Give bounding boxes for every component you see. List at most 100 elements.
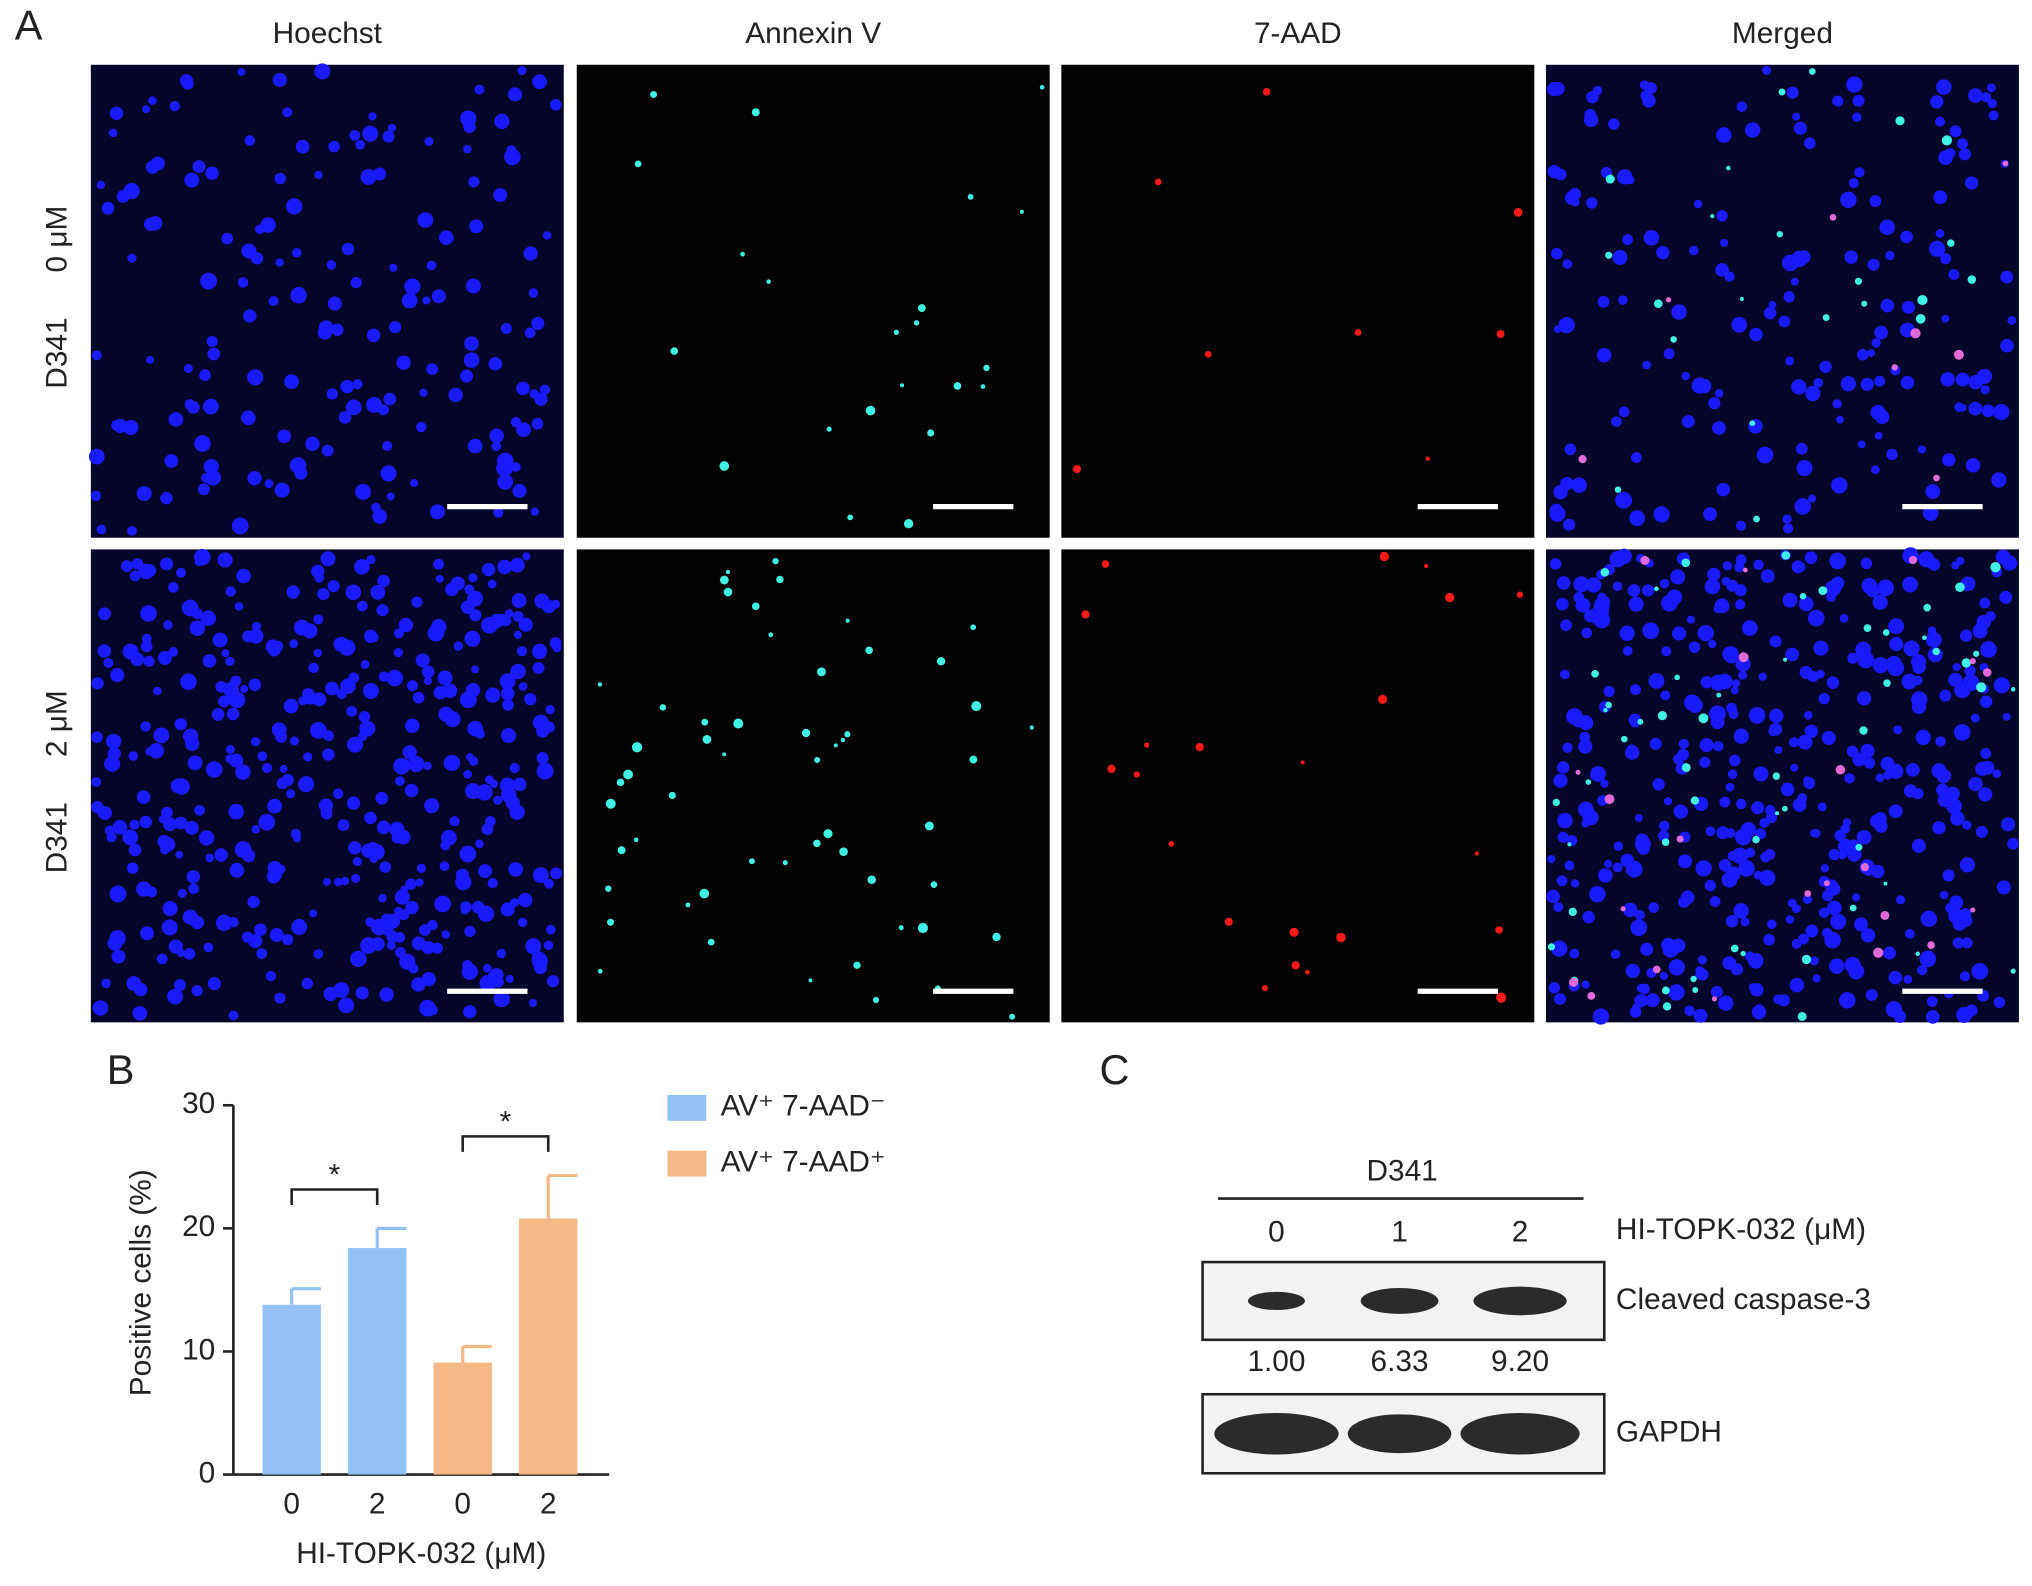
cell [475,839,484,849]
cell [1300,760,1305,765]
cell [1291,961,1300,970]
cell [853,961,861,969]
cell [323,877,331,886]
cell [146,886,157,898]
cell [1962,820,1972,830]
significance-star: * [500,1105,512,1138]
cell [1670,569,1686,585]
cell [123,419,139,436]
cell [181,599,199,617]
cell [88,448,105,465]
cell [1818,586,1828,596]
cell [531,418,544,430]
bar [348,1248,407,1475]
cell [1959,971,1970,982]
cell [268,296,279,307]
cell [469,609,482,622]
cell [184,172,200,188]
cell [1560,669,1570,680]
cell [410,479,419,488]
cell [1630,919,1648,936]
cell [1787,898,1797,908]
cell [428,1005,438,1016]
cell [226,707,240,721]
cell [1993,677,2010,694]
cell [160,837,176,852]
cell [186,870,201,884]
cell [1680,890,1695,905]
cell [1445,592,1455,603]
cell [617,846,626,855]
cell [250,737,261,747]
cell [326,260,337,270]
cell [1910,328,1921,339]
cell [1556,576,1571,590]
cell [1549,558,1562,570]
cell [303,691,318,705]
cell [351,873,361,883]
cell [485,815,496,827]
cell [814,756,821,764]
cell [110,667,125,683]
cell [1927,558,1941,571]
cell [1707,567,1721,582]
cell [867,875,876,885]
cell [631,742,643,753]
cell [202,398,219,415]
cell [1885,250,1895,261]
cell [381,916,395,931]
bar [519,1218,578,1475]
cell [332,788,344,799]
cell [427,919,438,931]
cell [1961,658,1971,668]
cell [1549,505,1566,522]
cell [487,579,497,589]
cell [1575,769,1581,775]
cell [321,444,334,457]
cell [1262,88,1271,96]
cell [634,160,642,168]
cell [497,559,512,575]
cell [1629,1006,1642,1018]
cell [313,648,323,658]
cell [221,649,230,658]
cell [256,948,268,959]
cell [468,176,480,188]
cell [1657,711,1667,721]
cell [970,624,977,631]
cell [1778,315,1791,328]
cell [346,705,358,717]
cell [431,289,446,304]
cell [1925,631,1942,648]
cell [1558,317,1575,334]
cell [1786,86,1799,99]
cell [478,788,488,798]
cell [106,733,122,750]
cell [532,714,549,731]
cell [148,96,157,105]
cell [1660,690,1671,701]
panel-label: A [15,1,43,48]
cell [1642,584,1655,597]
cell [1622,902,1638,918]
cell [512,611,524,622]
cell [1552,798,1560,807]
y-axis-title: Positive cells (%) [125,1169,158,1396]
cell [358,711,371,723]
cell [248,933,263,949]
cell [1832,399,1842,409]
cell [1888,970,1903,985]
cell [1793,121,1807,135]
cell [1774,811,1780,816]
cell [1965,458,1981,473]
cell [1572,715,1584,728]
cell [274,482,290,498]
cell [194,557,203,567]
cell [1860,928,1876,943]
cell [174,816,188,830]
cell [1776,230,1784,238]
cell [131,558,144,570]
cell [1790,763,1799,772]
cell [1783,291,1795,303]
